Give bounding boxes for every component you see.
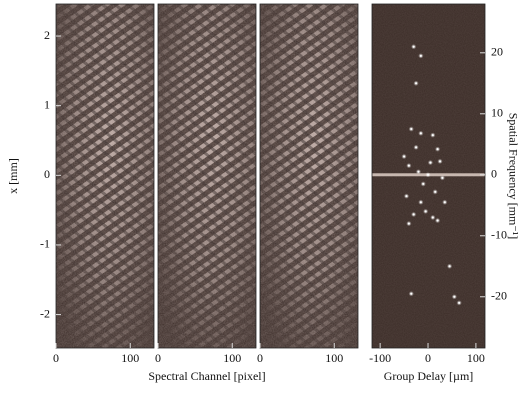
spot-core: [443, 201, 446, 204]
spot-core: [419, 54, 422, 57]
x-tick-label: 0: [257, 351, 263, 365]
spot-core: [417, 170, 420, 173]
y-tick-label: 1: [44, 97, 50, 111]
panel-frame: [259, 3, 359, 349]
y-tick-label: 0: [491, 167, 497, 181]
spot-core: [422, 182, 425, 185]
spot-core: [405, 195, 408, 198]
spot-core: [412, 213, 415, 216]
spot-core: [431, 134, 434, 137]
image-noise: [158, 4, 256, 348]
spot-core: [424, 210, 427, 213]
spot-core: [407, 222, 410, 225]
y-tick-label: -20: [491, 289, 507, 303]
x-axis-label: Group Delay [µm]: [384, 369, 474, 383]
y-tick-label: 20: [491, 45, 503, 59]
panel-frame: [55, 3, 155, 349]
y-tick-label: -10: [491, 228, 507, 242]
spot-core: [415, 146, 418, 149]
x-tick-label: 0: [425, 351, 431, 365]
spot-core: [419, 132, 422, 135]
spot-core: [407, 164, 410, 167]
y-tick-label: -2: [40, 306, 50, 320]
spot-core: [412, 45, 415, 48]
y-tick-label: 0: [44, 167, 50, 181]
spot-core: [410, 128, 413, 131]
panel-frame: [157, 3, 257, 349]
spot-core: [403, 155, 406, 158]
image-noise: [56, 4, 154, 348]
y-tick-label: -1: [40, 237, 50, 251]
x-tick-label: 100: [223, 351, 241, 365]
spot-core: [415, 82, 418, 85]
x-tick-label: -100: [369, 351, 391, 365]
spot-core: [419, 201, 422, 204]
spot-core: [453, 295, 456, 298]
x-tick-label: 0: [53, 351, 59, 365]
y-axis-label: x [mm]: [6, 158, 20, 194]
x-axis-label: Spectral Channel [pixel]: [148, 369, 265, 383]
x-tick-label: 0: [155, 351, 161, 365]
spot-core: [448, 265, 451, 268]
spot-core: [458, 301, 461, 304]
spot-core: [429, 161, 432, 164]
x-tick-label: 100: [467, 351, 485, 365]
image-noise: [260, 4, 358, 348]
spot-core: [431, 216, 434, 219]
x-tick-label: 100: [325, 351, 343, 365]
y-axis-label: Spatial Frequency [mm⁻¹]: [506, 113, 520, 240]
spot-core: [438, 160, 441, 163]
spot-core: [436, 219, 439, 222]
x-tick-label: 100: [121, 351, 139, 365]
spot-core: [434, 190, 437, 193]
spot-core: [410, 292, 413, 295]
spot-core: [436, 148, 439, 151]
y-tick-label: 2: [44, 28, 50, 42]
y-tick-label: 10: [491, 106, 503, 120]
spot-core: [441, 176, 444, 179]
spot-core: [427, 173, 430, 176]
